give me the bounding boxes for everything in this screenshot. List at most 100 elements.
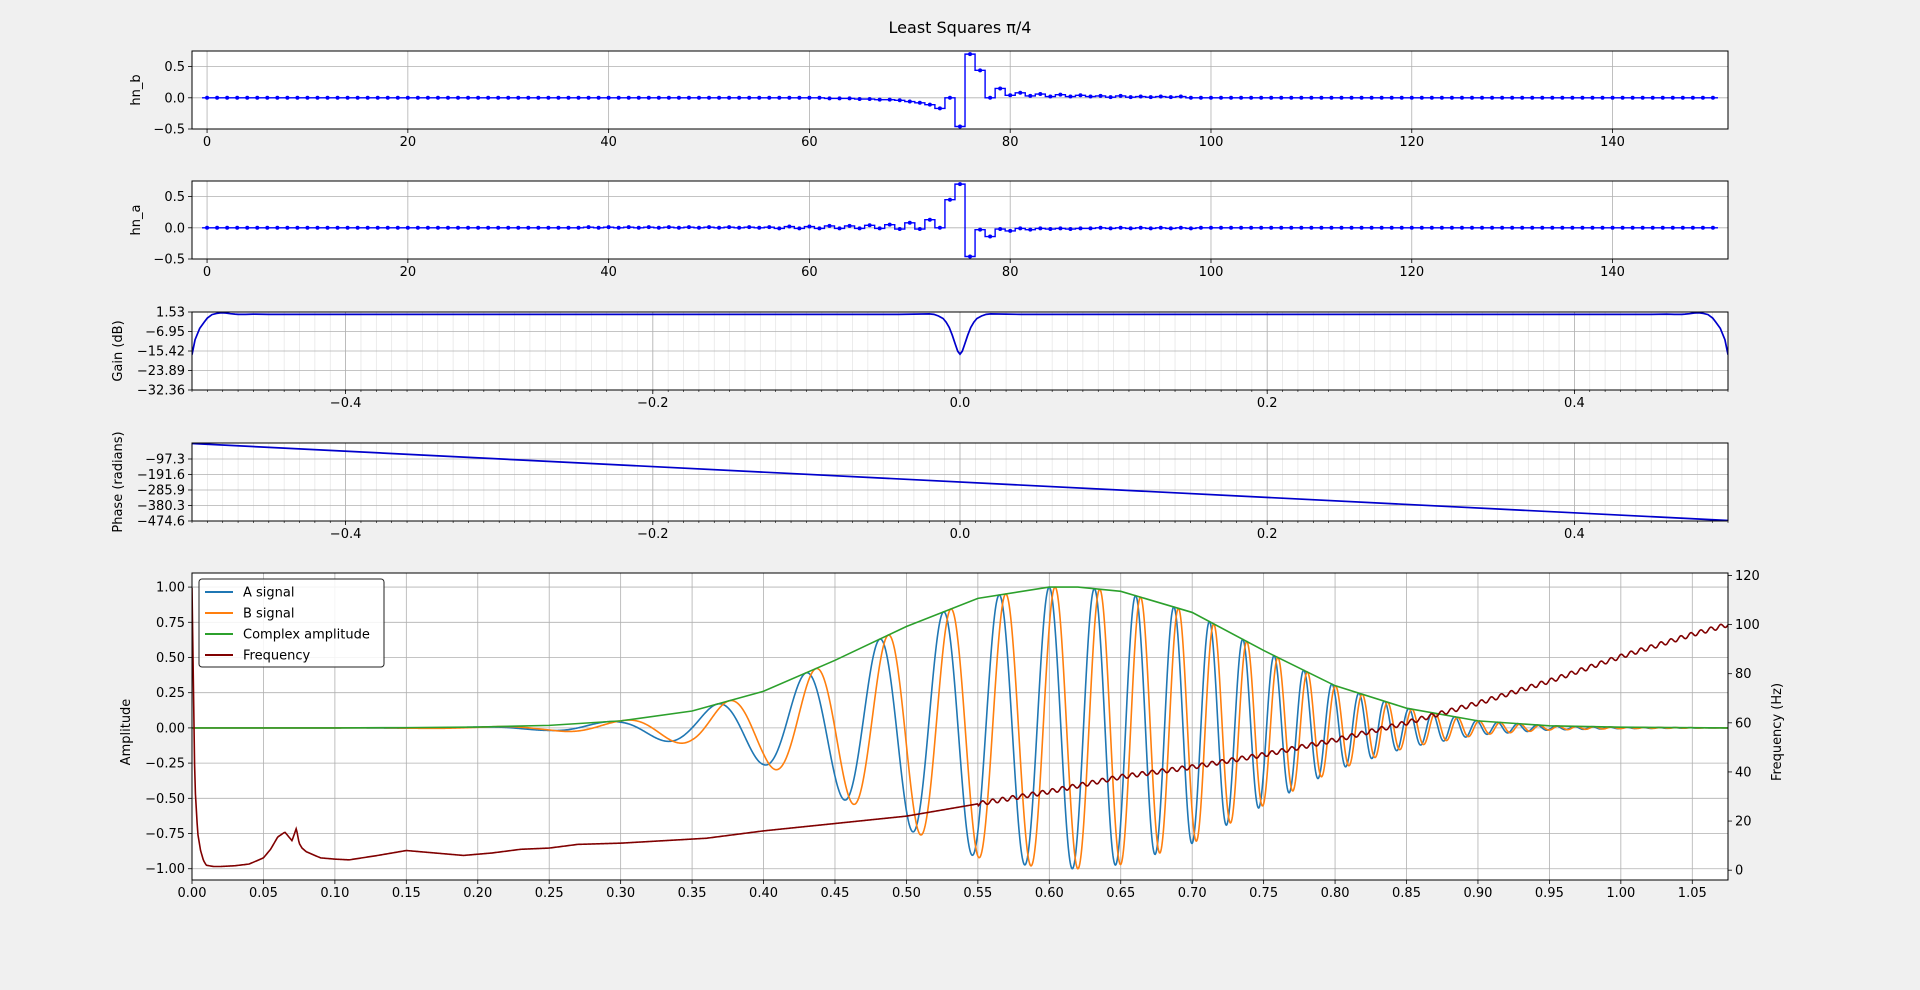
hn_a-sample-point bbox=[466, 225, 471, 230]
signals-xtick-label: 0.65 bbox=[1106, 886, 1135, 901]
hn_b-sample-point bbox=[1590, 95, 1595, 100]
signals-xtick-label: 0.75 bbox=[1249, 886, 1278, 901]
signals-ytick-label: −0.50 bbox=[145, 792, 185, 807]
hn_b-sample-point bbox=[947, 95, 952, 100]
signals-xtick-label: 0.35 bbox=[678, 886, 707, 901]
panel-hn-a-ylabel: hn_a bbox=[129, 205, 144, 236]
hn_a-sample-point bbox=[536, 225, 541, 230]
complex-amplitude-line bbox=[192, 586, 1728, 729]
hn_a-sample-point bbox=[1449, 225, 1454, 230]
hn_b-sample-point bbox=[1640, 95, 1645, 100]
hn_a-sample-point bbox=[1419, 225, 1424, 230]
signals-xtick-label: 0.40 bbox=[749, 886, 778, 901]
panel-signals: 0.00 0.05 0.10 0.15 0.20 0.25 0.30 0.35 0.40 0.45… bbox=[119, 569, 1785, 901]
hn_a-sample-point bbox=[1319, 225, 1324, 230]
hn_a-sample-point bbox=[797, 226, 802, 231]
b-signal-line bbox=[192, 586, 1728, 870]
hn_b-sample-point bbox=[1369, 95, 1374, 100]
hn_b-sample-point bbox=[958, 124, 962, 129]
hn_a-sample-point bbox=[727, 225, 732, 230]
hn_a-sample-point bbox=[1439, 225, 1444, 230]
hn_a-sample-point bbox=[476, 225, 481, 230]
hn_a-sample-point bbox=[1470, 225, 1474, 230]
hn_b-sample-point bbox=[907, 99, 912, 104]
hn_b-sample-point bbox=[1098, 93, 1103, 98]
panel-hn-b-background bbox=[192, 51, 1728, 129]
hn_a-sample-point bbox=[586, 225, 591, 230]
hn_a-sample-point bbox=[1389, 225, 1394, 230]
hn_b-xtick-label: 120 bbox=[1399, 135, 1424, 150]
hn_a-sample-point bbox=[486, 225, 491, 230]
signals-xtick-label: 0.30 bbox=[606, 886, 635, 901]
phase-ytick-label: −191.6 bbox=[137, 468, 185, 483]
hn_a-sample-point bbox=[506, 225, 511, 230]
signals-xtick-label: 0.70 bbox=[1178, 886, 1207, 901]
hn_a-sample-point bbox=[435, 225, 440, 230]
signals-xtick-label: 0.95 bbox=[1535, 886, 1564, 901]
hn_b-sample-point bbox=[837, 96, 842, 101]
hn_a-ytick-label: −0.5 bbox=[153, 253, 185, 268]
hn_b-sample-point bbox=[486, 95, 491, 100]
hn_a-sample-point bbox=[255, 225, 260, 230]
hn_b-sample-point bbox=[576, 95, 581, 100]
hn_a-sample-point bbox=[1289, 225, 1294, 230]
hn_b-sample-point bbox=[616, 95, 621, 100]
hn_a-sample-point bbox=[1038, 226, 1043, 231]
hn_b-sample-point bbox=[717, 95, 722, 100]
panel-hn-b-frame bbox=[191, 50, 1729, 130]
hn_a-sample-point bbox=[1540, 225, 1545, 230]
hn_b-xtick-label: 0 bbox=[203, 135, 211, 150]
signals-xtick-label: 0.55 bbox=[963, 886, 992, 901]
hn_b-sample-point bbox=[1530, 95, 1535, 100]
hn_b-sample-point bbox=[1680, 95, 1685, 100]
hn_a-sample-point bbox=[245, 225, 250, 230]
hn_a-sample-point bbox=[1480, 225, 1485, 230]
hn_a-sample-point bbox=[897, 227, 902, 232]
figure-title: Least Squares π/4 bbox=[889, 18, 1032, 37]
hn_b-sample-point bbox=[526, 95, 531, 100]
hn_a-sample-point bbox=[927, 217, 932, 222]
hn_a-xtick-label: 60 bbox=[801, 265, 818, 280]
signals-xtick-label: 0.10 bbox=[320, 886, 349, 901]
hn_b-sample-point bbox=[1058, 92, 1063, 97]
hn_b-sample-point bbox=[1550, 95, 1555, 100]
hn_a-sample-point bbox=[1710, 225, 1715, 230]
hn_b-sample-point bbox=[767, 95, 772, 100]
hn_a-sample-point bbox=[1229, 225, 1234, 230]
hn_a-sample-point bbox=[576, 225, 581, 230]
hn_a-sample-point bbox=[1660, 225, 1665, 230]
hn_a-sample-point bbox=[285, 225, 290, 230]
hn_a-sample-point bbox=[917, 227, 922, 232]
hn_b-sample-point bbox=[1409, 95, 1414, 100]
hn_a-sample-point bbox=[1008, 228, 1013, 233]
hn_a-sample-point bbox=[887, 222, 892, 227]
signals-ytick-label: 0.75 bbox=[156, 616, 185, 631]
hn_b-sample-point bbox=[1650, 95, 1655, 100]
hn_a-sample-point bbox=[1490, 225, 1495, 230]
hn_a-sample-point bbox=[1640, 225, 1645, 230]
hn_b-sample-point bbox=[707, 95, 712, 100]
hn_b-sample-point bbox=[596, 95, 601, 100]
hn_b-sample-point bbox=[1088, 94, 1093, 99]
gain-xtick-label: 0.2 bbox=[1257, 396, 1278, 411]
hn_b-sample-point bbox=[1510, 95, 1515, 100]
signals-xtick-label: 1.05 bbox=[1678, 886, 1707, 901]
signals-xtick-label: 0.50 bbox=[892, 886, 921, 901]
hn_b-sample-point bbox=[586, 95, 591, 100]
gain-ytick-label: −32.36 bbox=[137, 384, 185, 399]
hn_b-sample-point bbox=[1399, 95, 1404, 100]
hn_b-sample-point bbox=[1419, 95, 1424, 100]
hn_b-sample-point bbox=[1329, 95, 1334, 100]
gain-ytick-label: −23.89 bbox=[137, 364, 185, 379]
hn_a-sample-point bbox=[1409, 225, 1414, 230]
hn_b-sample-point bbox=[405, 95, 410, 100]
hn_a-sample-point bbox=[1108, 226, 1113, 231]
signals-xtick-label: 1.00 bbox=[1606, 886, 1635, 901]
hn_b-sample-point bbox=[897, 98, 902, 103]
hn_a-sample-point bbox=[1630, 225, 1635, 230]
hn_a-sample-point bbox=[877, 226, 882, 231]
hn_b-sample-point bbox=[1710, 95, 1715, 100]
hn_a-sample-point bbox=[215, 225, 220, 230]
signals-xtick-label: 0.25 bbox=[535, 886, 564, 901]
hn_a-sample-point bbox=[1510, 225, 1515, 230]
